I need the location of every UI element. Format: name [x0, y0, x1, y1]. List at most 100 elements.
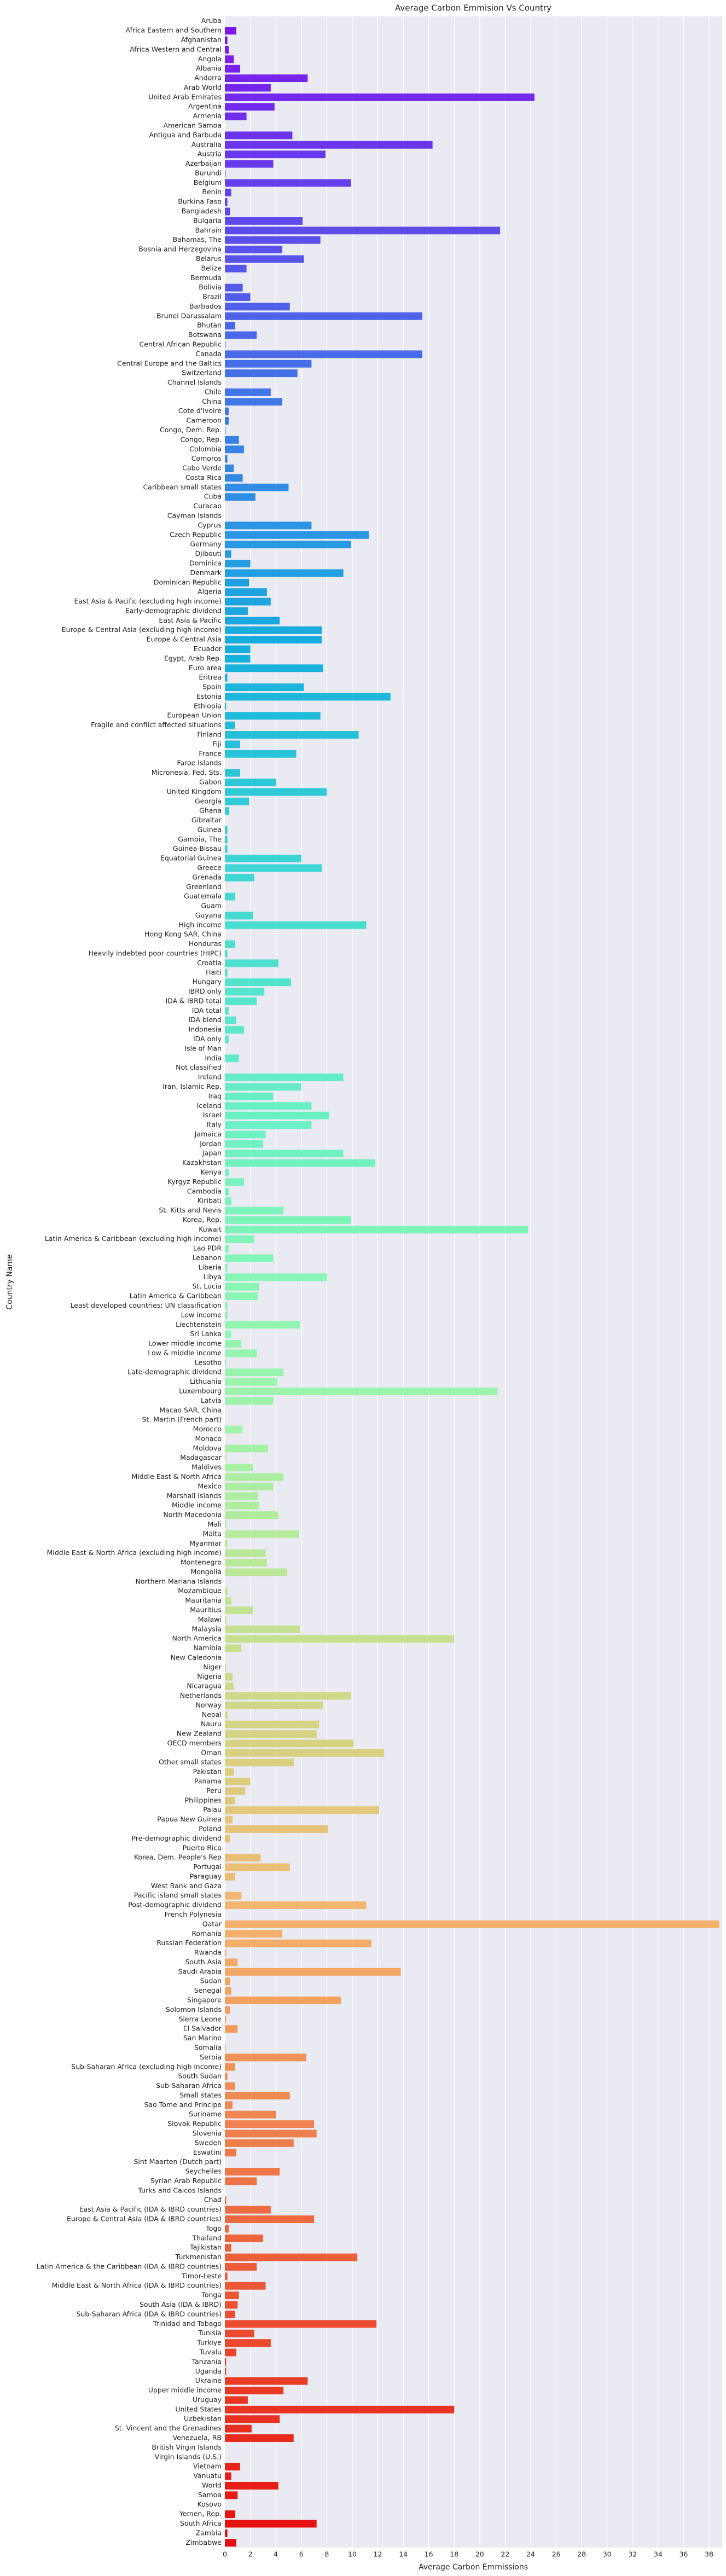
- y-tick-label: Puerto Rico: [183, 1843, 222, 1852]
- y-tick-label: Korea, Dem. People's Rep: [134, 1853, 222, 1861]
- bar: [225, 1340, 242, 1348]
- bar: [225, 1026, 244, 1034]
- bar: [225, 55, 234, 63]
- y-tick-label: Belize: [201, 264, 222, 272]
- bar: [225, 388, 271, 396]
- bar: [225, 1854, 261, 1862]
- x-tick-label: 6: [299, 2550, 304, 2558]
- bar: [225, 322, 235, 330]
- y-tick-label: Ecuador: [194, 645, 222, 653]
- bar: [225, 2110, 276, 2119]
- bar: [225, 978, 292, 987]
- y-tick-label: Namibia: [193, 1644, 222, 1652]
- bar: [225, 1092, 274, 1100]
- y-tick-label: Lesotho: [195, 1358, 222, 1366]
- y-tick-label: Uzbekistan: [184, 2415, 222, 2423]
- y-tick-label: Upper middle income: [148, 2386, 222, 2394]
- bar: [225, 445, 244, 454]
- x-tick-label: 34: [654, 2550, 663, 2558]
- bar: [225, 1720, 320, 1728]
- bar: [225, 2015, 226, 2023]
- y-tick-label: Italy: [207, 1121, 222, 1129]
- bar: [225, 483, 289, 491]
- bar: [225, 1635, 455, 1643]
- bar: [225, 521, 312, 530]
- y-tick-label: Cuba: [204, 492, 222, 501]
- y-tick-label: Libya: [204, 1273, 222, 1281]
- y-tick-label: Denmark: [190, 568, 222, 577]
- y-tick-label: Eritrea: [199, 673, 222, 681]
- bar: [225, 1530, 299, 1538]
- y-tick-label: Middle income: [172, 1501, 222, 1509]
- bar: [225, 1977, 230, 1986]
- y-tick-label: Gibraltar: [191, 816, 222, 824]
- y-tick-label: Chile: [205, 387, 222, 396]
- bar: [225, 1292, 258, 1301]
- bar: [225, 1102, 312, 1110]
- y-tick-label: Paraguay: [190, 1872, 222, 1880]
- bar: [225, 465, 234, 473]
- y-tick-label: Belgium: [194, 178, 222, 187]
- y-tick-label: IDA blend: [188, 1016, 222, 1024]
- y-tick-label: Middle East & North Africa: [131, 1472, 222, 1481]
- y-tick-label: Singapore: [187, 1996, 222, 2004]
- y-tick-label: Gambia, The: [178, 835, 222, 843]
- bar: [225, 873, 254, 881]
- y-tick-label: Heavily indebted poor countries (HIPC): [89, 949, 222, 958]
- bar: [225, 731, 359, 739]
- bar: [225, 1987, 231, 1995]
- bar: [225, 407, 229, 415]
- bar: [225, 2225, 229, 2233]
- y-tick-label: Cambodia: [187, 1187, 222, 1195]
- y-tick-label: Georgia: [195, 797, 222, 805]
- y-tick-label: Dominica: [189, 559, 222, 567]
- bar: [225, 569, 344, 577]
- bar: [225, 493, 255, 501]
- y-tick-label: Arab World: [184, 83, 222, 91]
- y-tick-label: Togo: [205, 2224, 222, 2232]
- bar: [225, 1178, 244, 1186]
- bar: [225, 1787, 246, 1795]
- x-tick-label: 16: [425, 2550, 433, 2558]
- bar: [225, 1501, 259, 1510]
- y-tick-label: Philippines: [185, 1796, 222, 1804]
- y-tick-label: West Bank and Gaza: [151, 1882, 222, 1890]
- bar: [225, 188, 231, 196]
- bar: [225, 2006, 230, 2014]
- bar: [225, 246, 282, 254]
- bar: [225, 1206, 284, 1215]
- bar: [225, 1549, 266, 1557]
- y-tick-label: Argentina: [188, 102, 222, 111]
- bar: [225, 1226, 528, 1234]
- y-tick-label: Maldives: [191, 1463, 222, 1471]
- y-tick-label: Burkina Faso: [178, 198, 222, 206]
- y-tick-label: Mozambique: [178, 1587, 222, 1595]
- y-tick-label: Peru: [206, 1786, 222, 1795]
- bar: [225, 1111, 329, 1119]
- y-tick-label: Serbia: [200, 2053, 222, 2061]
- y-tick-label: France: [199, 749, 222, 757]
- bar: [225, 198, 228, 206]
- bar: [225, 103, 275, 111]
- y-tick-label: Samoa: [198, 2491, 222, 2499]
- y-tick-label: Madagascar: [180, 1453, 222, 1461]
- bar: [225, 2463, 240, 2471]
- bar: [225, 2073, 228, 2081]
- y-tick-label: Sao Tome and Principe: [144, 2101, 222, 2109]
- bar: [225, 2424, 252, 2433]
- bar: [225, 45, 229, 54]
- y-tick-label: Burundi: [195, 169, 222, 177]
- y-tick-label: Congo, Rep.: [180, 435, 222, 443]
- y-tick-label: Zambia: [196, 2528, 222, 2537]
- bar: [225, 2130, 317, 2138]
- bar: [225, 1625, 300, 1633]
- y-tick-label: Pacific island small states: [134, 1891, 222, 1899]
- bar: [225, 1016, 236, 1024]
- y-tick-label: Latin America & Caribbean (excluding hig…: [45, 1234, 222, 1243]
- bar: [225, 1311, 228, 1319]
- y-tick-label: Early-demographic dividend: [125, 606, 222, 614]
- y-tick-label: Sint Maarten (Dutch part): [133, 2157, 222, 2166]
- x-tick-label: 30: [603, 2550, 612, 2558]
- y-tick-label: Congo, Dem. Rep.: [160, 426, 222, 434]
- chart-title: Average Carbon Emmision Vs Country: [395, 3, 551, 13]
